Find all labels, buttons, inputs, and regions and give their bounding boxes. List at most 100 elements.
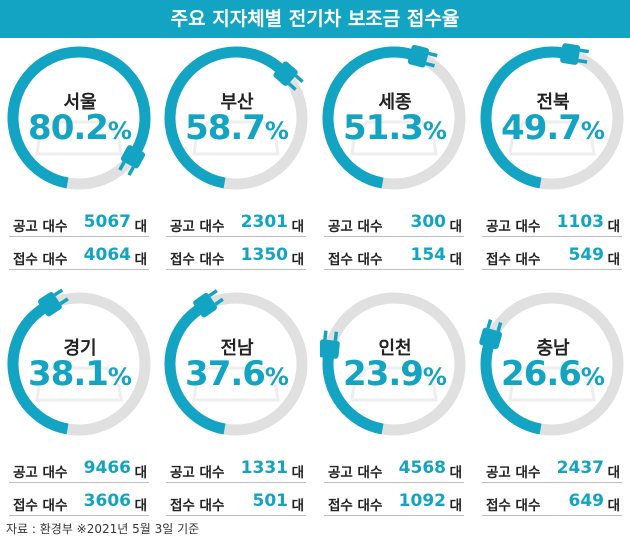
row-unit: 대	[607, 219, 620, 235]
rate-value: 80.2%	[5, 108, 155, 148]
region-card: 세종 51.3% 공고 대수 300 대 접수 대수 154 대	[320, 42, 478, 282]
row-value: 1331	[240, 458, 288, 478]
page-title: 주요 지자체별 전기차 보조금 접수율	[0, 0, 630, 38]
plug-icon	[479, 319, 503, 350]
gauge-svg	[164, 46, 308, 190]
row-value: 1103	[556, 212, 604, 232]
row-label: 공고 대수	[328, 465, 383, 481]
rate-number: 80.2	[28, 108, 109, 148]
row-value: 4568	[398, 458, 446, 478]
row-unit: 대	[291, 465, 304, 481]
row-value: 649	[568, 491, 605, 511]
row-label: 공고 대수	[13, 465, 68, 481]
row-value: 2301	[240, 212, 288, 232]
notice-row: 공고 대수 9466 대	[9, 458, 149, 483]
plug-icon	[193, 289, 224, 318]
rate-percent-sign: %	[580, 117, 605, 145]
rate-percent-sign: %	[107, 117, 132, 145]
region-name: 서울	[63, 92, 97, 113]
plug-icon	[38, 288, 69, 317]
notice-row: 공고 대수 1331 대	[166, 458, 306, 483]
rate-value: 38.1%	[5, 354, 155, 394]
notice-row: 공고 대수 2301 대	[166, 212, 306, 237]
notice-row: 공고 대수 5067 대	[9, 212, 149, 237]
applied-row: 접수 대수 3606 대	[9, 491, 149, 516]
row-unit: 대	[449, 219, 462, 235]
car-watermark	[508, 366, 596, 402]
applied-row: 접수 대수 501 대	[166, 491, 306, 516]
rate-number: 51.3	[343, 108, 424, 148]
plug-icon	[118, 145, 146, 176]
plug-icon	[273, 61, 304, 91]
rate-number: 37.6	[185, 354, 266, 394]
gauge-svg	[480, 43, 624, 190]
car-watermark	[350, 366, 438, 402]
row-unit: 대	[449, 465, 462, 481]
car-watermark	[350, 120, 438, 156]
row-value: 300	[410, 212, 447, 232]
gauge-svg	[164, 289, 308, 436]
applied-row: 접수 대수 1350 대	[166, 245, 306, 270]
gauge-arc	[164, 46, 284, 189]
row-unit: 대	[607, 465, 620, 481]
car-watermark	[192, 366, 280, 402]
region-name: 부산	[220, 92, 254, 113]
region-name: 전남	[220, 338, 254, 359]
rate-value: 49.7%	[478, 108, 628, 148]
rate-value: 37.6%	[162, 354, 312, 394]
row-unit: 대	[134, 219, 147, 235]
row-value: 4064	[83, 245, 131, 265]
plug-icon	[560, 43, 590, 65]
region-card: 전남 37.6% 공고 대수 1331 대 접수 대수 501 대	[162, 288, 320, 528]
region-name: 충남	[536, 338, 570, 359]
gauge-svg	[320, 292, 466, 436]
applied-row: 접수 대수 1092 대	[324, 491, 464, 516]
gauge-arc	[7, 303, 69, 435]
row-value: 1350	[240, 245, 288, 265]
row-unit: 대	[607, 252, 620, 268]
gauge-arc	[480, 46, 564, 189]
row-label: 접수 대수	[13, 498, 68, 514]
notice-row: 공고 대수 2437 대	[482, 458, 622, 483]
row-label: 접수 대수	[486, 252, 541, 268]
notice-row: 공고 대수 300 대	[324, 212, 464, 237]
region-name: 전북	[536, 92, 570, 113]
row-unit: 대	[134, 498, 147, 514]
row-value: 2437	[556, 458, 604, 478]
car-watermark	[35, 120, 123, 156]
row-unit: 대	[134, 252, 147, 268]
row-value: 1092	[398, 491, 446, 511]
row-value: 501	[252, 491, 289, 511]
region-name: 세종	[378, 92, 412, 113]
gauge-arc	[164, 305, 226, 435]
applied-row: 접수 대수 549 대	[482, 245, 622, 270]
rate-value: 26.6%	[478, 354, 628, 394]
rate-percent-sign: %	[422, 363, 447, 391]
gauge-arc	[322, 46, 413, 189]
notice-row: 공고 대수 4568 대	[324, 458, 464, 483]
row-label: 접수 대수	[328, 498, 383, 514]
row-unit: 대	[291, 498, 304, 514]
row-label: 공고 대수	[170, 219, 225, 235]
row-label: 접수 대수	[328, 252, 383, 268]
row-label: 접수 대수	[170, 498, 225, 514]
row-unit: 대	[449, 252, 462, 268]
row-label: 공고 대수	[170, 465, 225, 481]
region-name: 인천	[378, 338, 412, 359]
row-unit: 대	[607, 498, 620, 514]
row-value: 549	[568, 245, 605, 265]
rate-number: 26.6	[501, 354, 582, 394]
rate-number: 49.7	[501, 108, 582, 148]
rate-value: 58.7%	[162, 108, 312, 148]
region-card: 전북 49.7% 공고 대수 1103 대 접수 대수 549 대	[478, 42, 630, 282]
region-name: 경기	[63, 338, 97, 359]
row-unit: 대	[291, 219, 304, 235]
row-label: 접수 대수	[13, 252, 68, 268]
row-label: 공고 대수	[486, 219, 541, 235]
applied-row: 접수 대수 649 대	[482, 491, 622, 516]
region-card: 인천 23.9% 공고 대수 4568 대 접수 대수 1092 대	[320, 288, 478, 528]
